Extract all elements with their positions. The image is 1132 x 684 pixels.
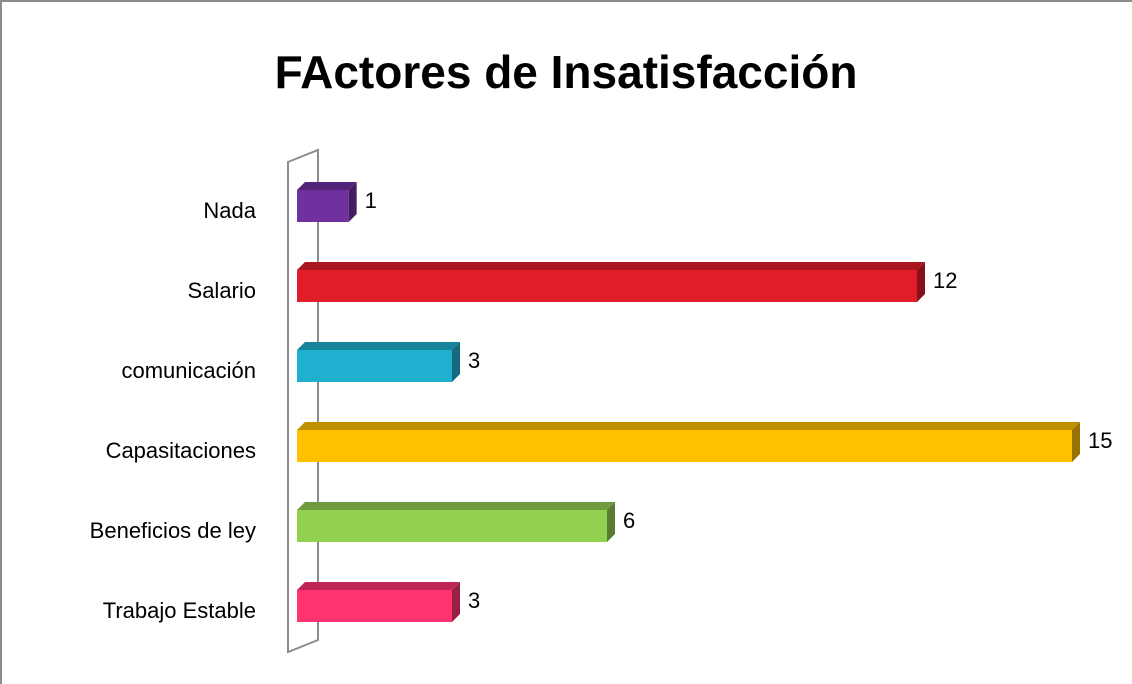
bar-top <box>297 182 357 190</box>
bar-side <box>917 262 925 302</box>
y-tick-label: Trabajo Estable <box>103 598 256 623</box>
bar-top <box>297 422 1080 430</box>
bar-side <box>1072 422 1080 462</box>
y-tick-label: Salario <box>188 278 256 303</box>
chart-title: FActores de Insatisfacción <box>275 46 858 98</box>
bar <box>297 270 917 302</box>
y-tick-label: comunicación <box>121 358 256 383</box>
value-label: 3 <box>468 588 480 613</box>
bar-side <box>348 182 357 222</box>
bar <box>297 190 349 222</box>
bar-side <box>607 502 615 542</box>
axis-wall <box>287 148 319 654</box>
y-tick-label: Beneficios de ley <box>90 518 256 543</box>
bar-top <box>297 502 615 510</box>
bar-top <box>297 262 925 270</box>
bar-top <box>297 582 460 590</box>
y-tick-label: Nada <box>203 198 256 223</box>
y-tick-label: Capasitaciones <box>106 438 256 463</box>
value-label: 1 <box>365 188 377 213</box>
value-label: 12 <box>933 268 957 293</box>
bar <box>297 430 1072 462</box>
bar <box>297 590 452 622</box>
value-label: 6 <box>623 508 635 533</box>
bar <box>297 350 452 382</box>
bar-side <box>452 342 460 382</box>
bar <box>297 510 607 542</box>
value-label: 15 <box>1088 428 1112 453</box>
bar-side <box>452 582 460 622</box>
value-label: 3 <box>468 348 480 373</box>
bar-top <box>297 342 460 350</box>
